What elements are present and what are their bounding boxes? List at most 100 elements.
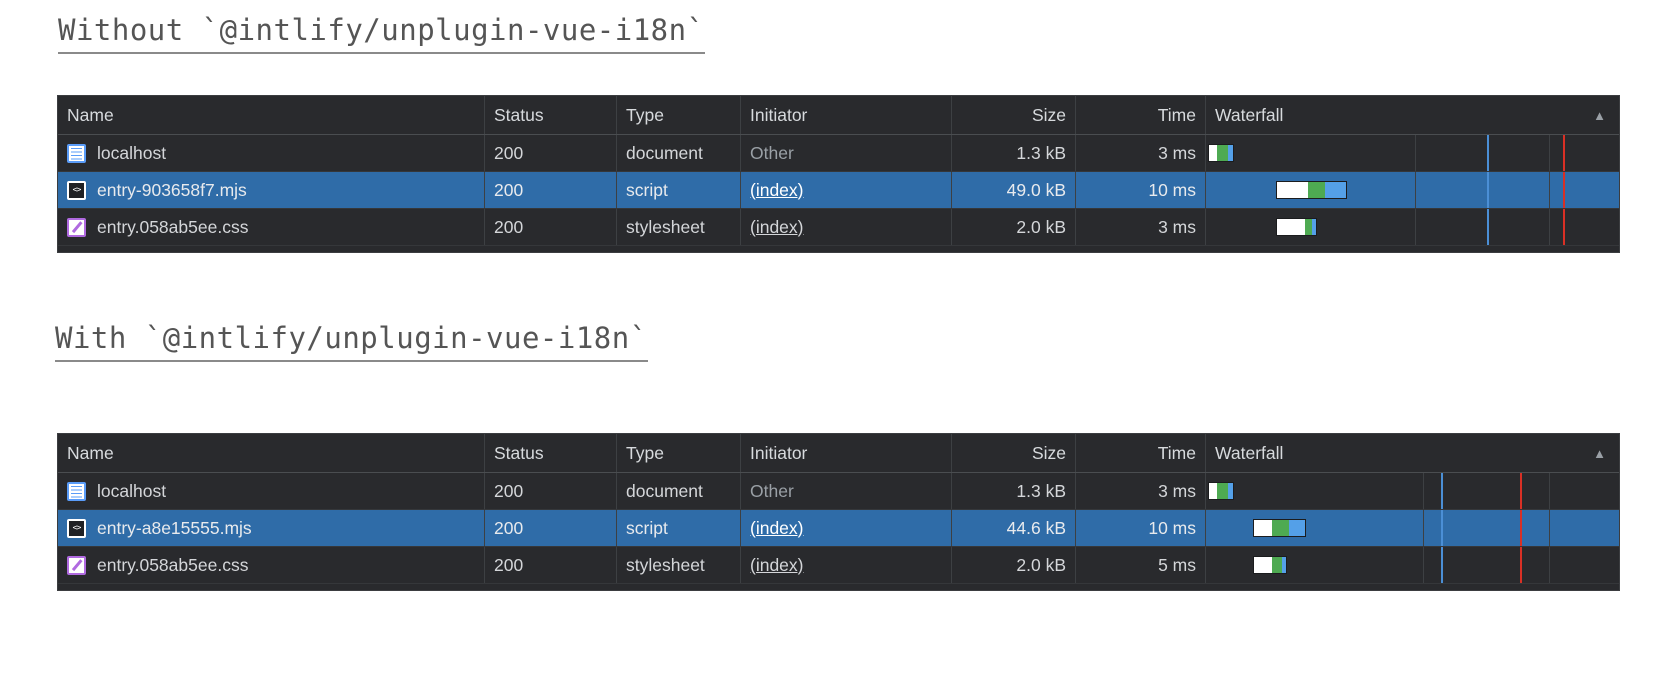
resource-name: localhost — [97, 480, 167, 501]
waterfall-load-marker — [1519, 547, 1522, 583]
column-header-time[interactable]: Time — [1076, 434, 1206, 472]
cell-type: document — [617, 135, 741, 171]
cell-type: document — [617, 473, 741, 509]
column-header-status[interactable]: Status — [485, 96, 617, 134]
waterfall-segment-waiting — [1305, 219, 1313, 235]
column-header-initiator[interactable]: Initiator — [741, 96, 952, 134]
section-heading-without: Without `@intlify/unplugin-vue-i18n` — [58, 13, 705, 55]
waterfall-dcl-marker — [1486, 135, 1489, 171]
cell-time: 10 ms — [1076, 510, 1206, 546]
cell-size: 2.0 kB — [952, 547, 1076, 583]
stylesheet-icon — [67, 217, 86, 237]
initiator-text: Other — [750, 142, 794, 163]
cell-status: 200 — [485, 547, 617, 583]
column-header-type[interactable]: Type — [617, 96, 741, 134]
network-table-with: Name Status Type Initiator Size Time Wat… — [57, 433, 1620, 591]
table-header-row: Name Status Type Initiator Size Time Wat… — [58, 434, 1619, 473]
cell-status: 200 — [485, 510, 617, 546]
table-row[interactable]: localhost 200 document Other 1.3 kB 3 ms — [58, 473, 1619, 510]
table-row[interactable]: entry-a8e15555.mjs 200 script (index) 44… — [58, 510, 1619, 547]
cell-type: script — [617, 172, 741, 208]
waterfall-gridline — [1548, 473, 1550, 509]
table-row[interactable]: entry.058ab5ee.css 200 stylesheet (index… — [58, 209, 1619, 246]
column-header-name[interactable]: Name — [58, 96, 485, 134]
cell-status: 200 — [485, 209, 617, 245]
table-row[interactable]: entry-903658f7.mjs 200 script (index) 49… — [58, 172, 1619, 209]
waterfall-load-marker — [1563, 172, 1566, 208]
waterfall-gridline — [1548, 135, 1550, 171]
waterfall-segment-queueing — [1209, 145, 1218, 161]
waterfall-load-marker — [1519, 510, 1522, 546]
waterfall-track — [1206, 209, 1619, 245]
stylesheet-icon — [67, 555, 86, 575]
cell-waterfall — [1206, 473, 1619, 509]
waterfall-segment-waiting — [1272, 557, 1283, 573]
column-header-name[interactable]: Name — [58, 434, 485, 472]
waterfall-gridline — [1422, 473, 1424, 509]
script-icon — [67, 180, 86, 200]
table-row[interactable]: localhost 200 document Other 1.3 kB 3 ms — [58, 135, 1619, 172]
column-header-type[interactable]: Type — [617, 434, 741, 472]
cell-size: 1.3 kB — [952, 473, 1076, 509]
waterfall-gridline — [1422, 510, 1424, 546]
cell-time: 3 ms — [1076, 209, 1206, 245]
cell-waterfall — [1206, 172, 1619, 208]
waterfall-track — [1206, 473, 1619, 509]
cell-status: 200 — [485, 172, 617, 208]
table-empty-area — [58, 246, 1619, 252]
waterfall-segment-waiting — [1308, 182, 1326, 198]
cell-waterfall — [1206, 510, 1619, 546]
waterfall-segment-download — [1228, 483, 1234, 499]
column-header-status[interactable]: Status — [485, 434, 617, 472]
waterfall-bar — [1253, 519, 1307, 537]
waterfall-segment-download — [1312, 219, 1317, 235]
cell-initiator[interactable]: (index) — [741, 510, 952, 546]
cell-type: stylesheet — [617, 209, 741, 245]
resource-name: entry-a8e15555.mjs — [97, 517, 252, 538]
initiator-link[interactable]: (index) — [750, 216, 804, 237]
waterfall-gridline — [1422, 547, 1424, 583]
cell-initiator[interactable]: (index) — [741, 172, 952, 208]
cell-time: 3 ms — [1076, 473, 1206, 509]
cell-waterfall — [1206, 547, 1619, 583]
waterfall-segment-waiting — [1272, 520, 1290, 536]
cell-initiator: Other — [741, 135, 952, 171]
cell-initiator[interactable]: (index) — [741, 209, 952, 245]
waterfall-segment-waiting — [1217, 145, 1229, 161]
waterfall-gridline — [1414, 135, 1416, 171]
column-header-waterfall[interactable]: Waterfall ▲ — [1206, 96, 1619, 134]
waterfall-load-marker — [1563, 135, 1566, 171]
waterfall-track — [1206, 510, 1619, 546]
cell-initiator: Other — [741, 473, 952, 509]
cell-waterfall — [1206, 135, 1619, 171]
cell-name[interactable]: localhost — [58, 473, 485, 509]
cell-size: 2.0 kB — [952, 209, 1076, 245]
column-header-time[interactable]: Time — [1076, 96, 1206, 134]
cell-size: 44.6 kB — [952, 510, 1076, 546]
waterfall-load-marker — [1519, 473, 1522, 509]
initiator-link[interactable]: (index) — [750, 517, 804, 538]
waterfall-track — [1206, 135, 1619, 171]
column-header-initiator[interactable]: Initiator — [741, 434, 952, 472]
waterfall-segment-queueing — [1254, 557, 1273, 573]
waterfall-segment-queueing — [1209, 483, 1218, 499]
column-header-waterfall-label: Waterfall — [1215, 104, 1284, 125]
cell-status: 200 — [485, 473, 617, 509]
cell-name[interactable]: entry-a8e15555.mjs — [58, 510, 485, 546]
cell-name[interactable]: entry-903658f7.mjs — [58, 172, 485, 208]
column-header-waterfall[interactable]: Waterfall ▲ — [1206, 434, 1619, 472]
table-row[interactable]: entry.058ab5ee.css 200 stylesheet (index… — [58, 547, 1619, 584]
cell-name[interactable]: entry.058ab5ee.css — [58, 209, 485, 245]
cell-name[interactable]: localhost — [58, 135, 485, 171]
cell-name[interactable]: entry.058ab5ee.css — [58, 547, 485, 583]
initiator-link[interactable]: (index) — [750, 179, 804, 200]
cell-time: 3 ms — [1076, 135, 1206, 171]
waterfall-gridline — [1548, 209, 1550, 245]
cell-type: script — [617, 510, 741, 546]
column-header-size[interactable]: Size — [952, 96, 1076, 134]
cell-initiator[interactable]: (index) — [741, 547, 952, 583]
waterfall-track — [1206, 172, 1619, 208]
initiator-link[interactable]: (index) — [750, 554, 804, 575]
column-header-size[interactable]: Size — [952, 434, 1076, 472]
